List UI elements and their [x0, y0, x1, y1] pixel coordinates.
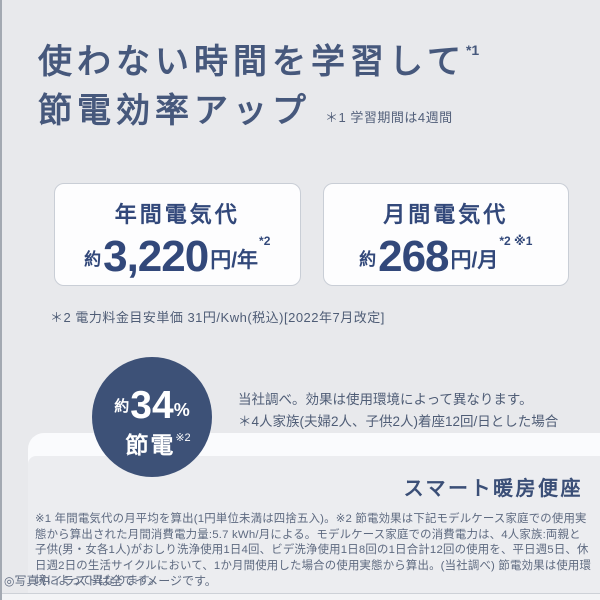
price-cards: 年間電気代 約3,220円/年*2 月間電気代 約268円/月*2 ※1 [54, 183, 569, 286]
annual-cost-label: 年間電気代 [114, 202, 240, 227]
savings-footnote-marker: ※2 [175, 432, 191, 444]
monthly-cost-value: 約268円/月*2 ※1 [324, 232, 569, 282]
product-name: スマート暖房便座 [403, 478, 583, 500]
savings-approx: 約 [114, 398, 130, 415]
monthly-footnote-marker: *2 ※1 [499, 234, 533, 248]
headline: 使わない時間を学習して*1 節電効率アップ ＊1 学習期間は4週間 [38, 26, 479, 142]
savings-badge: 約34% 節電※2 [92, 357, 212, 477]
headline-footnote-marker: *1 [465, 42, 480, 58]
savings-disclaimer-line2: ＊4人家族(夫婦2人、子供2人)着座12回/日とした場合 [238, 414, 559, 429]
bottom-card: スマート暖房便座 ※1 年間電気代の月平均を算出(1円単位未満は四捨五入)。※2… [28, 433, 600, 600]
annual-cost-value: 約3,220円/年*2 [55, 232, 300, 282]
savings-value: 34 [130, 384, 174, 427]
savings-label: 節電 [125, 432, 176, 458]
savings-label-line: 節電※2 [104, 426, 212, 460]
learning-period-note: ＊1 学習期間は4週間 [325, 110, 453, 125]
monthly-unit: 円/月 [450, 249, 499, 272]
image-disclaimer: ◎写真やイラストは全てイメージです。 [4, 574, 217, 588]
bottom-card-body: スマート暖房便座 ※1 年間電気代の月平均を算出(1円単位未満は四捨五入)。※2… [28, 456, 600, 600]
annual-unit: 円/年 [210, 249, 259, 272]
savings-disclaimer: 当社調べ。効果は使用環境によって異なります。 ＊4人家族(夫婦2人、子供2人)着… [238, 389, 558, 433]
savings-percent-sign: % [173, 400, 190, 420]
savings-disclaimer-line1: 当社調べ。効果は使用環境によって異なります。 [238, 392, 533, 407]
footnotes-paragraph: ※1 年間電気代の月平均を算出(1円単位未満は四捨五入)。※2 節電効果は下記モ… [35, 513, 592, 587]
page-left-edge [0, 0, 2, 600]
savings-percent-line: 約34% [92, 384, 212, 428]
annual-amount: 3,220 [103, 232, 209, 281]
headline-line2-text: 節電効率アップ [38, 92, 311, 130]
monthly-cost-card: 月間電気代 約268円/月*2 ※1 [322, 183, 569, 286]
monthly-cost-label: 月間電気代 [383, 202, 509, 227]
monthly-amount: 268 [378, 232, 449, 281]
annual-footnote-marker: *2 [259, 234, 271, 248]
monthly-approx: 約 [359, 250, 377, 269]
headline-line2: 節電効率アップ ＊1 学習期間は4週間 [38, 87, 479, 142]
annual-approx: 約 [84, 250, 102, 269]
bottom-divider [0, 593, 600, 600]
headline-line1: 使わない時間を学習して*1 [38, 26, 479, 87]
unit-price-note: ＊2 電力料金目安単価 31円/Kwh(税込)[2022年7月改定] [50, 310, 385, 325]
headline-line1-text: 使わない時間を学習して [38, 43, 466, 81]
annual-cost-card: 年間電気代 約3,220円/年*2 [54, 183, 301, 286]
